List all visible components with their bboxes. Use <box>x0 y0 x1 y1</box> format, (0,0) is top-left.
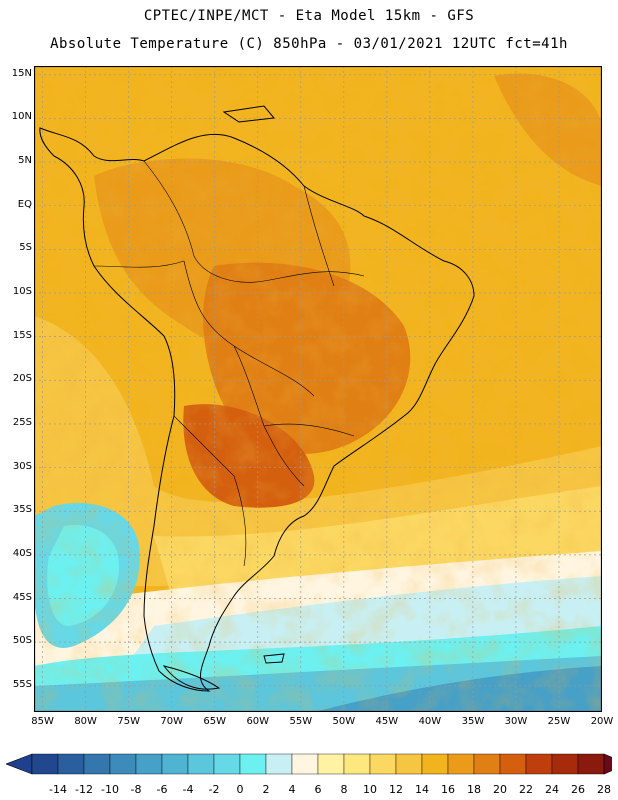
lon-tick-label: 30W <box>496 716 536 727</box>
lon-tick-label: 20W <box>582 716 618 727</box>
lon-tick-label: 45W <box>367 716 407 727</box>
colorbar-swatch <box>32 754 58 774</box>
colorbar-swatch <box>266 754 292 774</box>
lon-tick-label: 35W <box>453 716 493 727</box>
lon-tick-label: 40W <box>410 716 450 727</box>
colorbar <box>6 752 612 778</box>
lat-tick-label: 55S <box>2 679 32 690</box>
lat-tick-label: 30S <box>2 461 32 472</box>
lon-tick-label: 65W <box>195 716 235 727</box>
lat-tick-label: 5S <box>2 242 32 253</box>
title-line-1: CPTEC/INPE/MCT - Eta Model 15km - GFS <box>0 8 618 24</box>
field-texture <box>34 66 602 712</box>
colorbar-swatch <box>474 754 500 774</box>
colorbar-swatch <box>214 754 240 774</box>
colorbar-swatch <box>110 754 136 774</box>
colorbar-swatch <box>188 754 214 774</box>
lon-tick-label: 25W <box>539 716 579 727</box>
colorbar-swatch <box>84 754 110 774</box>
colorbar-swatch <box>370 754 396 774</box>
colorbar-swatch <box>318 754 344 774</box>
colorbar-swatch <box>344 754 370 774</box>
lon-tick-label: 60W <box>238 716 278 727</box>
lon-tick-label: 50W <box>324 716 364 727</box>
colorbar-swatch <box>240 754 266 774</box>
lat-tick-label: 50S <box>2 635 32 646</box>
lon-tick-label: 85W <box>23 716 63 727</box>
colorbar-swatch <box>448 754 474 774</box>
lat-tick-label: 45S <box>2 592 32 603</box>
colorbar-swatch <box>162 754 188 774</box>
colorbar-swatch <box>136 754 162 774</box>
lon-tick-label: 75W <box>109 716 149 727</box>
colorbar-swatch <box>292 754 318 774</box>
colorbar-swatch <box>578 754 604 774</box>
colorbar-swatch <box>526 754 552 774</box>
lat-tick-label: 15S <box>2 330 32 341</box>
lat-tick-label: 20S <box>2 373 32 384</box>
lat-tick-label: 5N <box>2 155 32 166</box>
lat-tick-label: EQ <box>2 199 32 210</box>
colorbar-over-triangle <box>604 754 612 774</box>
colorbar-swatch <box>552 754 578 774</box>
lat-tick-label: 10S <box>2 286 32 297</box>
lat-tick-label: 40S <box>2 548 32 559</box>
title-line-2: Absolute Temperature (C) 850hPa - 03/01/… <box>0 36 618 52</box>
colorbar-swatch <box>500 754 526 774</box>
lat-tick-label: 10N <box>2 111 32 122</box>
colorbar-swatch <box>422 754 448 774</box>
lat-tick-label: 15N <box>2 68 32 79</box>
lat-tick-label: 35S <box>2 504 32 515</box>
lon-tick-label: 80W <box>66 716 106 727</box>
colorbar-under-triangle <box>6 754 32 774</box>
colorbar-swatch <box>396 754 422 774</box>
colorbar-tick-label: 28 <box>589 783 618 796</box>
lon-tick-label: 70W <box>152 716 192 727</box>
colorbar-swatch <box>58 754 84 774</box>
temperature-map <box>34 66 602 712</box>
lat-tick-label: 25S <box>2 417 32 428</box>
lon-tick-label: 55W <box>281 716 321 727</box>
